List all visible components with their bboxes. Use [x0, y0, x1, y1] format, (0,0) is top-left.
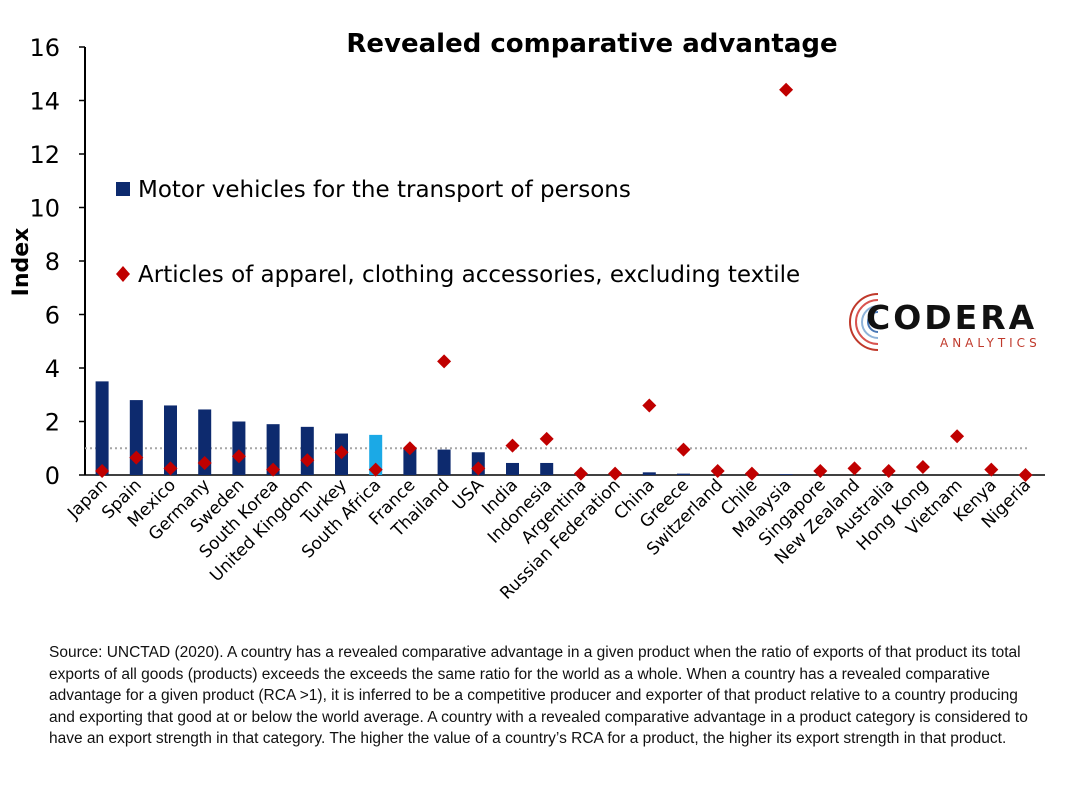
bar-united-kingdom [300, 426, 314, 475]
legend: Motor vehicles for the transport of pers… [116, 177, 800, 288]
diamond-kenya [984, 462, 999, 477]
bar-sweden [232, 421, 246, 475]
diamond-south-korea [266, 462, 281, 477]
diamond-indonesia [539, 431, 554, 446]
diamond-russian-federation [608, 466, 623, 481]
y-tick-label: 12 [29, 141, 60, 169]
y-tick-label: 14 [29, 88, 60, 116]
rca-chart: Revealed comparative advantage Index 0 2 4… [9, 29, 1045, 604]
diamond-new-zealand [847, 461, 862, 476]
diamond-india [505, 438, 520, 453]
diamond-south-africa [368, 462, 383, 477]
diamond-france [402, 441, 417, 456]
legend-swatch-bar [116, 182, 130, 196]
diamond-vietnam [950, 429, 965, 444]
bar-malaysia [779, 474, 793, 475]
bar-mexico [164, 405, 177, 475]
bar-china [642, 472, 656, 475]
logo-wordmark: CODERA [866, 298, 1038, 337]
legend-swatch-diamond [116, 266, 130, 282]
bar-india [506, 462, 519, 475]
diamond-turkey [334, 445, 349, 460]
y-tick-label: 2 [45, 409, 60, 437]
diamond-hong-kong [915, 459, 930, 474]
y-tick-label: 16 [29, 34, 60, 62]
y-axis-ticks: 0 2 4 6 8 10 12 14 16 [29, 34, 85, 490]
diamond-malaysia [779, 82, 794, 97]
logo-subtitle: ANALYTICS [940, 336, 1041, 350]
source-note: Source: UNCTAD (2020). A country has a r… [49, 644, 1028, 747]
codera-analytics-logo: CODERA ANALYTICS [848, 290, 1048, 354]
diamond-united-kingdom [300, 453, 315, 468]
diamond-greece [676, 442, 691, 457]
y-tick-label: 0 [45, 462, 60, 490]
diamond-usa [471, 461, 486, 476]
legend-label-motor-vehicles: Motor vehicles for the transport of pers… [138, 177, 631, 203]
y-axis-label: Index [9, 228, 34, 297]
bar-series [95, 381, 793, 475]
diamond-switzerland [710, 463, 725, 478]
diamond-mexico [163, 461, 178, 476]
bar-indonesia [540, 462, 554, 475]
diamond-germany [197, 455, 212, 470]
logo-circuit-mark [849, 293, 879, 351]
bar-thailand [437, 449, 451, 475]
bar-germany [198, 409, 212, 475]
diamond-china [642, 398, 657, 413]
diamond-australia [881, 463, 896, 478]
diamond-chile [744, 466, 759, 481]
diamond-singapore [813, 463, 828, 478]
diamond-series [95, 82, 1033, 482]
diamond-japan [95, 463, 110, 478]
y-tick-label: 6 [45, 302, 60, 330]
chart-title: Revealed comparative advantage [346, 29, 837, 59]
y-tick-label: 8 [45, 248, 60, 276]
bar-south-korea [266, 424, 280, 475]
y-tick-label: 4 [45, 355, 60, 383]
legend-label-apparel: Articles of apparel, clothing accessorie… [138, 262, 800, 288]
diamond-thailand [437, 354, 452, 369]
diamond-nigeria [1018, 468, 1033, 482]
bar-greece [677, 473, 690, 475]
bar-france [403, 448, 417, 475]
diamond-sweden [231, 449, 246, 464]
y-tick-label: 10 [29, 195, 60, 223]
bar-japan [95, 381, 109, 475]
diamond-spain [129, 450, 144, 465]
diamond-argentina [573, 466, 588, 481]
bar-south-africa [369, 434, 383, 475]
